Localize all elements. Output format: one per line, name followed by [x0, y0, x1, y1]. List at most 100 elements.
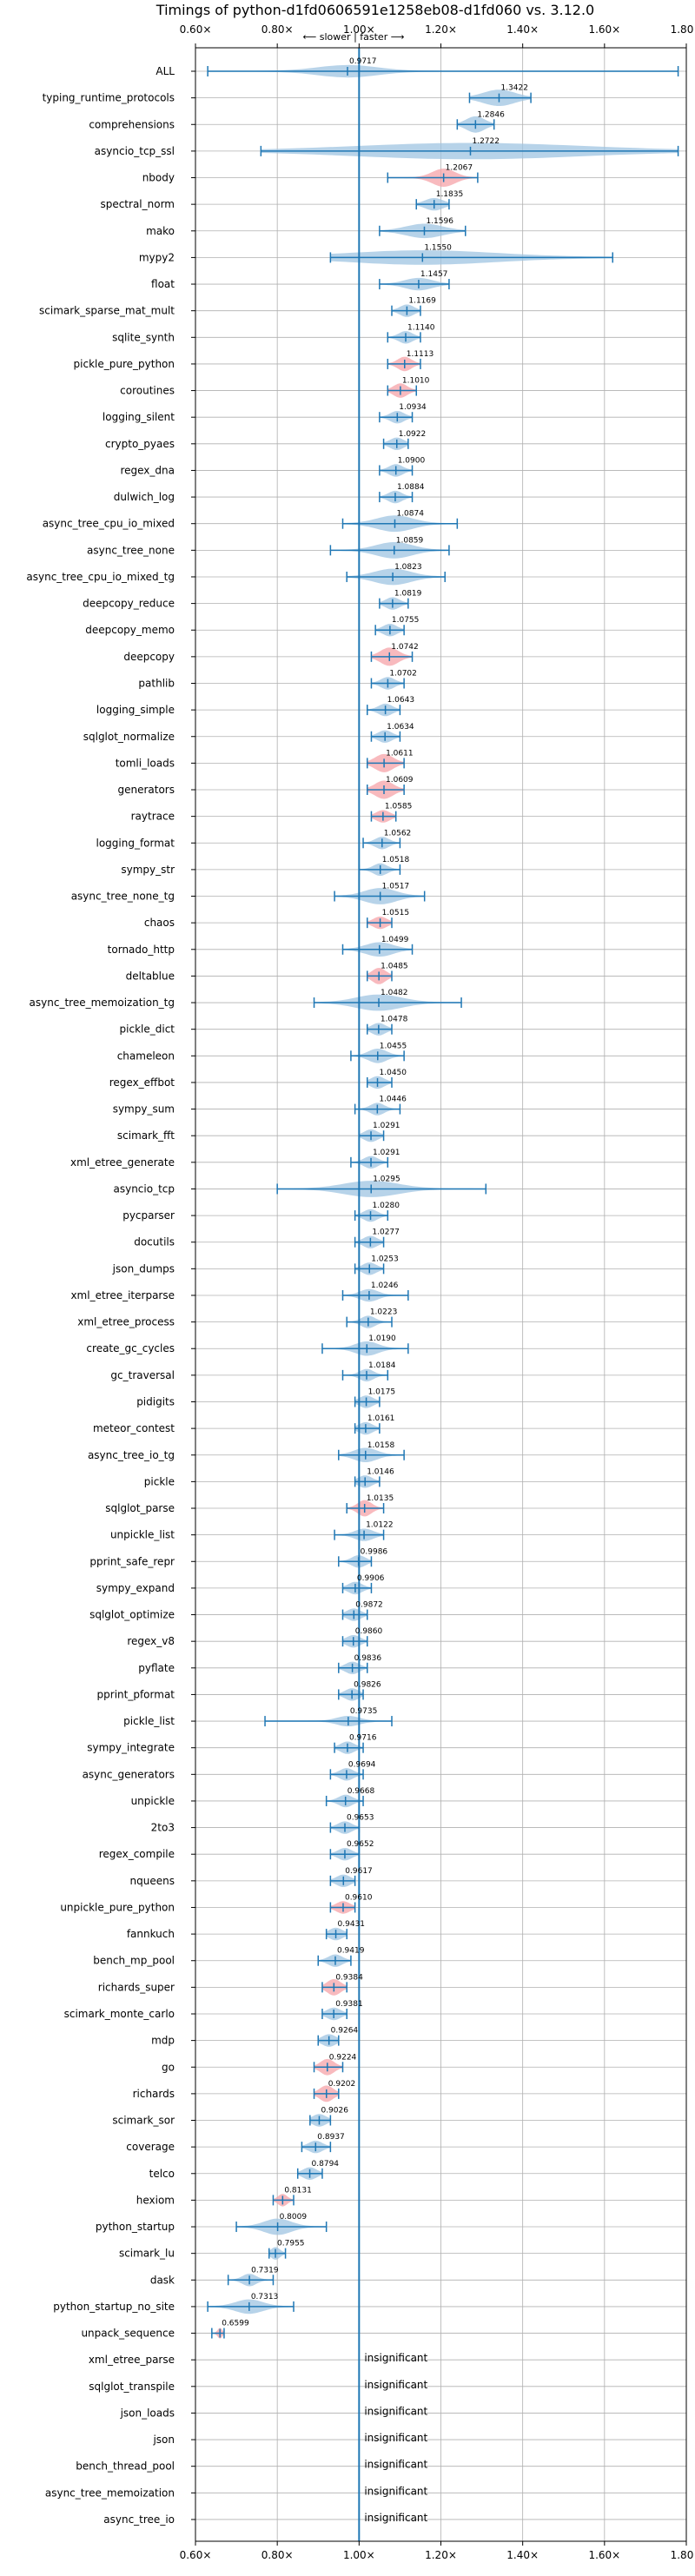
benchmark-label: coverage — [126, 2141, 175, 2153]
x-tick-label-top: 1.40× — [506, 23, 539, 36]
value-label: 1.0253 — [371, 1255, 399, 1263]
value-label: 1.2067 — [446, 164, 473, 173]
benchmark-label: pickle — [144, 1475, 175, 1487]
insignificant-label: insignificant — [364, 2405, 427, 2417]
benchmark-label: deepcopy — [123, 651, 175, 663]
benchmark-label: async_tree_none — [87, 544, 175, 556]
benchmark-label: fannkuch — [127, 1928, 175, 1940]
benchmark-label: raytrace — [131, 811, 175, 823]
value-label: 1.0482 — [381, 989, 408, 997]
value-label: 0.9224 — [329, 2053, 357, 2062]
value-label: 0.9431 — [338, 1920, 366, 1929]
value-label: 1.0609 — [386, 776, 414, 785]
benchmark-label: pickle_pure_python — [74, 358, 175, 370]
value-label: 1.0246 — [371, 1281, 399, 1290]
benchmark-label: logging_silent — [103, 411, 175, 423]
benchmark-label: crypto_pyaes — [105, 438, 175, 450]
benchmark-label: unpickle — [131, 1795, 175, 1807]
x-tick-label-bottom: 1.60× — [588, 2549, 620, 2561]
label-layer: 0.9717 1.3422 1.2846 1.2722 1.2067 1.1835 1.15… — [222, 57, 528, 2524]
benchmark-label: 2to3 — [151, 1822, 175, 1834]
insignificant-label: insignificant — [364, 2432, 427, 2444]
value-label: 0.9381 — [335, 2000, 363, 2009]
benchmark-label: float — [151, 278, 175, 290]
value-label: 1.0291 — [373, 1149, 400, 1157]
benchmark-label: pprint_pformat — [97, 1688, 175, 1700]
value-label: 0.8131 — [284, 2186, 312, 2195]
value-label: 1.0455 — [380, 1042, 407, 1050]
benchmark-label: async_tree_io_tg — [88, 1449, 175, 1461]
benchmark-label: docutils — [134, 1236, 175, 1248]
value-label: 1.0295 — [373, 1175, 400, 1183]
value-label: 0.9826 — [354, 1680, 381, 1689]
benchmark-label: tornado_http — [108, 944, 175, 956]
benchmark-label: coroutines — [120, 385, 175, 397]
value-label: 0.9419 — [337, 1947, 365, 1956]
x-tick-label-bottom: 0.80× — [261, 2549, 294, 2561]
benchmark-label: json_dumps — [112, 1262, 175, 1275]
value-label: 1.0585 — [385, 803, 413, 811]
benchmark-label: async_tree_memoization_tg — [30, 997, 175, 1009]
benchmark-label: sqlglot_transpile — [89, 2381, 175, 2393]
benchmark-label: dask — [150, 2274, 175, 2286]
value-label: 1.0175 — [368, 1388, 396, 1397]
value-label: 1.0934 — [399, 403, 427, 412]
benchmark-label: async_tree_cpu_io_mixed — [43, 518, 175, 530]
value-label: 1.0446 — [379, 1096, 407, 1104]
benchmark-label: async_tree_io — [103, 2513, 175, 2526]
value-label: 1.0859 — [396, 536, 424, 545]
value-label: 1.1835 — [436, 190, 464, 199]
benchmark-label: tomli_loads — [116, 757, 175, 769]
benchmark-label: nqueens — [130, 1875, 175, 1887]
x-tick-label-top: 0.80× — [261, 23, 294, 36]
x-tick-label-top: 1.80× — [671, 23, 695, 36]
value-label: 0.9653 — [347, 1814, 374, 1823]
value-label: 1.0122 — [366, 1521, 394, 1530]
value-label: 1.0135 — [367, 1494, 394, 1503]
benchmark-label: async_tree_cpu_io_mixed_tg — [26, 571, 175, 583]
benchmark-label: meteor_contest — [93, 1422, 175, 1434]
x-tick-label-top: 1.00× — [343, 23, 375, 36]
value-label: 1.1140 — [407, 323, 435, 332]
value-label: 1.0499 — [381, 936, 409, 944]
value-label: 1.2722 — [472, 137, 500, 146]
benchmark-label: pickle_dict — [120, 1023, 175, 1036]
value-label: 1.0823 — [394, 563, 422, 572]
benchmark-label: typing_runtime_protocols — [43, 92, 175, 104]
value-label: 0.9694 — [348, 1760, 376, 1769]
benchmark-label: unpickle_pure_python — [60, 1901, 175, 1913]
value-label: 1.0161 — [367, 1414, 395, 1423]
insignificant-label: insignificant — [364, 2352, 427, 2364]
benchmark-label: hexiom — [136, 2194, 175, 2206]
x-tick-label-bottom: 1.40× — [506, 2549, 539, 2561]
value-label: 1.0485 — [381, 962, 408, 970]
value-label: 1.1596 — [426, 217, 453, 226]
benchmark-label: ALL — [156, 65, 175, 77]
benchmark-label: async_tree_memoization — [45, 2487, 175, 2499]
value-label: 1.1550 — [424, 243, 452, 252]
benchmark-label: xml_etree_iterparse — [70, 1289, 175, 1301]
benchmark-label: bench_mp_pool — [93, 1955, 175, 1967]
benchmark-label: asyncio_tcp — [113, 1182, 175, 1195]
value-label: 1.0742 — [391, 643, 419, 652]
value-label: 1.1169 — [408, 297, 436, 306]
benchmark-label: mdp — [151, 2035, 175, 2047]
benchmark-label: regex_v8 — [127, 1635, 175, 1647]
benchmark-label: dulwich_log — [114, 491, 175, 503]
x-tick-label-top: 0.60× — [180, 23, 212, 36]
value-label: 1.0280 — [373, 1202, 400, 1210]
value-label: 1.0643 — [387, 696, 415, 705]
value-label: 1.1113 — [407, 350, 434, 359]
value-label: 1.0900 — [398, 456, 426, 465]
benchmark-label: bench_thread_pool — [76, 2460, 175, 2473]
direction-label: ⟵ slower | faster ⟶ — [303, 31, 405, 43]
value-label: 0.9264 — [331, 2027, 359, 2036]
benchmark-label: regex_effbot — [109, 1076, 175, 1089]
insignificant-label: insignificant — [364, 2485, 427, 2497]
value-label: 1.0518 — [382, 856, 410, 864]
value-label: 1.0291 — [373, 1122, 400, 1130]
benchmark-label: scimark_sparse_mat_mult — [39, 305, 175, 317]
